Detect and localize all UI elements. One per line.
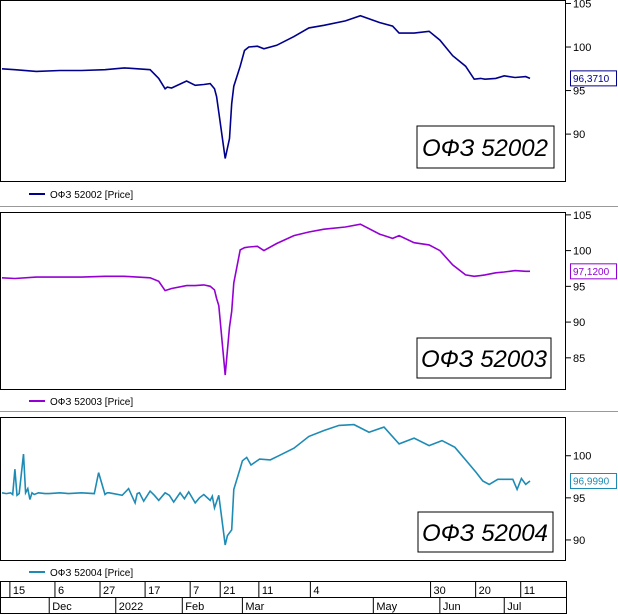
y-tick-label: 95	[573, 86, 585, 98]
time-label-period: May	[376, 601, 397, 613]
title-box-ofz-52002: ОФЗ 52002	[416, 125, 555, 169]
title-ofz-52002: ОФЗ 52002	[422, 135, 548, 162]
time-label-day: 11	[262, 585, 273, 597]
legend-label-ofz-52004: ОФЗ 52004 [Price]	[50, 568, 133, 579]
y-axis-ofz-52004: 90 95 100	[566, 451, 591, 547]
time-label-day: 15	[13, 585, 25, 597]
y-tick-label: 100	[573, 246, 591, 258]
panel-ofz-52004: 90 95 100 96,9990 ОФЗ 52004 ОФЗ 52004 [Pri…	[0, 417, 617, 579]
y-tick-label: 100	[573, 451, 591, 463]
series-line-ofz-52004	[1, 423, 531, 546]
last-value-badge-ofz-52003: 97,1200	[570, 263, 617, 280]
last-value-badge-ofz-52002: 96,3710	[570, 70, 617, 87]
series-line-ofz-52002	[1, 14, 531, 159]
legend-ofz-52004: ОФЗ 52004 [Price]	[29, 568, 133, 579]
y-tick-label: 90	[573, 317, 585, 329]
time-label-day: 30	[434, 585, 446, 597]
legend-label-ofz-52003: ОФЗ 52003 [Price]	[50, 397, 133, 408]
series-line-ofz-52003	[1, 223, 530, 376]
time-label-period: Feb	[185, 601, 204, 613]
panel-ofz-52003: 85 90 95 100 105 97,1200 ОФЗ 52003 ОФЗ 52003…	[0, 210, 617, 408]
legend-label-ofz-52002: ОФЗ 52002 [Price]	[50, 190, 133, 201]
y-tick-label: 90	[573, 535, 585, 547]
last-value-ofz-52003: 97,1200	[573, 267, 610, 278]
time-label-day: 21	[223, 585, 235, 597]
title-box-ofz-52004: ОФЗ 52004	[417, 511, 554, 553]
plot-border-ofz-52004	[0, 417, 566, 561]
time-axis: 15 6 27 17 7 21 11 4 30 20 11 Dec 2022 Feb Mar May Jun J…	[0, 581, 567, 614]
y-tick-label: 100	[573, 42, 591, 54]
y-tick-label: 95	[573, 493, 585, 505]
plot-border-ofz-52003	[0, 212, 566, 390]
legend-ofz-52002: ОФЗ 52002 [Price]	[29, 190, 133, 201]
last-value-badge-ofz-52004: 96,9990	[570, 473, 617, 489]
time-label-day: 7	[193, 585, 199, 597]
time-label-day: 20	[479, 585, 491, 597]
y-axis-ofz-52002: 90 95 100 105	[566, 0, 591, 141]
panel-ofz-52002: 90 95 100 105 96,3710 ОФЗ 52002 ОФЗ 52002 […	[0, 0, 617, 201]
time-label-day: 4	[313, 585, 319, 597]
time-axis-lower-row: Dec 2022 Feb Mar May Jun Jul	[48, 598, 521, 613]
legend-ofz-52003: ОФЗ 52003 [Price]	[29, 397, 133, 408]
title-box-ofz-52003: ОФЗ 52003	[416, 337, 552, 379]
y-tick-label: 95	[573, 281, 585, 293]
y-tick-label: 105	[573, 0, 591, 10]
y-axis-ofz-52003: 85 90 95 100 105	[566, 210, 591, 365]
time-label-day: 6	[58, 585, 64, 597]
time-label-period: Jun	[443, 601, 461, 613]
time-label-period: 2022	[119, 601, 143, 613]
time-label-day: 11	[524, 585, 535, 597]
y-tick-label: 105	[573, 210, 591, 222]
last-value-ofz-52002: 96,3710	[573, 74, 610, 85]
time-label-period: Mar	[245, 601, 264, 613]
time-label-period: Dec	[52, 601, 72, 613]
plot-border-ofz-52002	[0, 0, 566, 182]
time-label-day: 17	[148, 585, 160, 597]
time-label-day: 27	[103, 585, 115, 597]
time-axis-upper-row: 15 6 27 17 7 21 11 4 30 20 11	[9, 582, 535, 597]
last-value-ofz-52004: 96,9990	[573, 477, 610, 488]
title-ofz-52004: ОФЗ 52004	[422, 520, 548, 547]
y-tick-label: 85	[573, 353, 585, 365]
y-tick-label: 90	[573, 129, 585, 141]
title-ofz-52003: ОФЗ 52003	[421, 346, 548, 373]
time-label-period: Jul	[507, 601, 521, 613]
